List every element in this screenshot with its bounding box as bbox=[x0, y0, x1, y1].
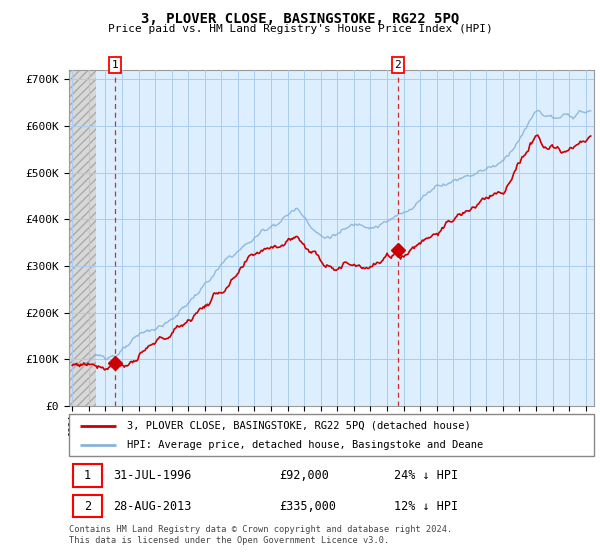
Text: 2: 2 bbox=[84, 500, 91, 512]
Text: Price paid vs. HM Land Registry's House Price Index (HPI): Price paid vs. HM Land Registry's House … bbox=[107, 24, 493, 34]
Text: 31-JUL-1996: 31-JUL-1996 bbox=[113, 469, 192, 482]
Text: 1: 1 bbox=[84, 469, 91, 482]
Text: 12% ↓ HPI: 12% ↓ HPI bbox=[395, 500, 458, 512]
Text: 1: 1 bbox=[112, 60, 118, 70]
Bar bbox=[69, 70, 96, 406]
Text: £335,000: £335,000 bbox=[279, 500, 336, 512]
Text: £92,000: £92,000 bbox=[279, 469, 329, 482]
Text: 3, PLOVER CLOSE, BASINGSTOKE, RG22 5PQ (detached house): 3, PLOVER CLOSE, BASINGSTOKE, RG22 5PQ (… bbox=[127, 421, 470, 431]
Bar bbox=[73, 464, 102, 487]
Text: Contains HM Land Registry data © Crown copyright and database right 2024.
This d: Contains HM Land Registry data © Crown c… bbox=[69, 525, 452, 545]
Text: 3, PLOVER CLOSE, BASINGSTOKE, RG22 5PQ: 3, PLOVER CLOSE, BASINGSTOKE, RG22 5PQ bbox=[141, 12, 459, 26]
Text: 28-AUG-2013: 28-AUG-2013 bbox=[113, 500, 192, 512]
Bar bbox=[69, 70, 96, 406]
Text: 24% ↓ HPI: 24% ↓ HPI bbox=[395, 469, 458, 482]
Text: HPI: Average price, detached house, Basingstoke and Deane: HPI: Average price, detached house, Basi… bbox=[127, 440, 483, 450]
Bar bbox=[73, 495, 102, 517]
Text: 2: 2 bbox=[395, 60, 401, 70]
